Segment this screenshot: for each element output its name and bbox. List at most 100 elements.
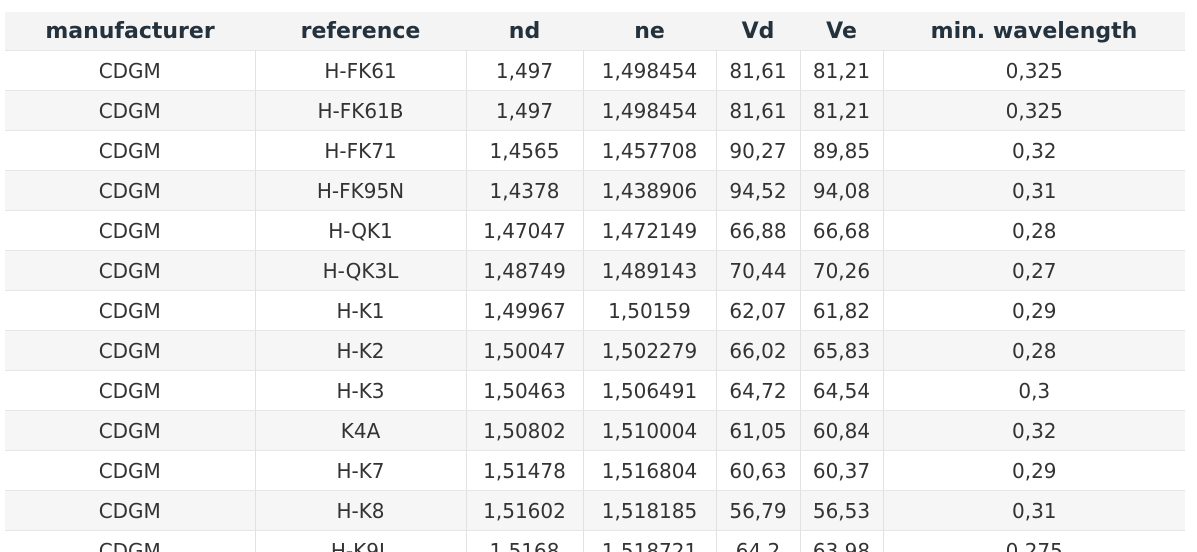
- table-cell: 1,498454: [582, 90, 716, 131]
- column-header: manufacturer: [5, 12, 255, 51]
- table-cell: 94,08: [799, 170, 883, 211]
- table-cell: 1,50463: [465, 370, 583, 411]
- table-cell: CDGM: [5, 90, 255, 131]
- table-cell: 81,61: [715, 50, 800, 91]
- table-cell: H-QK1: [254, 210, 466, 251]
- table-cell: 1,51602: [465, 490, 583, 531]
- table-cell: 1,498454: [582, 50, 716, 91]
- table-cell: 94,52: [715, 170, 800, 211]
- table-cell: H-K7: [254, 450, 466, 491]
- table-cell: 60,63: [715, 450, 800, 491]
- table-cell: H-FK61: [254, 50, 466, 91]
- table-cell: 56,79: [715, 490, 800, 531]
- table-cell: 0,325: [882, 90, 1185, 131]
- table-cell: 63,98: [799, 530, 883, 552]
- table-cell: 1,510004: [582, 410, 716, 451]
- table-cell: 1,48749: [465, 250, 583, 291]
- table-row: CDGM H-K1 1,49967 1,50159 62,07 61,82 0,29: [5, 290, 1185, 331]
- table-row: CDGM H-FK71 1,4565 1,457708 90,27 89,85 0,32: [5, 130, 1185, 171]
- table-row: CDGM H-K2 1,50047 1,502279 66,02 65,83 0,28: [5, 330, 1185, 371]
- table-cell: 1,518185: [582, 490, 716, 531]
- table-cell: 60,37: [799, 450, 883, 491]
- table-cell: 1,50802: [465, 410, 583, 451]
- table-cell: 64,2: [715, 530, 800, 552]
- table-cell: CDGM: [5, 410, 255, 451]
- column-header: ne: [583, 12, 716, 51]
- table-cell: 64,54: [799, 370, 883, 411]
- column-header: min. wavelength: [883, 12, 1185, 51]
- table-cell: H-K9L: [254, 530, 466, 552]
- table-cell: H-K2: [254, 330, 466, 371]
- column-header: reference: [255, 12, 466, 51]
- table-cell: CDGM: [5, 450, 255, 491]
- table-cell: K4A: [254, 410, 466, 451]
- table-cell: 61,82: [799, 290, 883, 331]
- table-cell: 0,32: [882, 410, 1185, 451]
- table-cell: CDGM: [5, 250, 255, 291]
- table-cell: 0,28: [882, 330, 1185, 371]
- table-cell: CDGM: [5, 290, 255, 331]
- table-cell: 1,502279: [582, 330, 716, 371]
- table-cell: 1,497: [465, 90, 583, 131]
- table-cell: H-FK71: [254, 130, 466, 171]
- table-row: CDGM H-FK95N 1,4378 1,438906 94,52 94,08 0,31: [5, 170, 1185, 211]
- table-row: CDGM H-K7 1,51478 1,516804 60,63 60,37 0,29: [5, 450, 1185, 491]
- table-cell: 81,61: [715, 90, 800, 131]
- table-cell: CDGM: [5, 210, 255, 251]
- table-cell: 1,457708: [582, 130, 716, 171]
- table-cell: 0,31: [882, 170, 1185, 211]
- data-table: manufacturer reference nd ne Vd Ve min. wavele…: [5, 12, 1185, 552]
- table-cell: 81,21: [799, 50, 883, 91]
- table-row: CDGM H-QK1 1,47047 1,472149 66,88 66,68 0,28: [5, 210, 1185, 251]
- table-cell: H-K1: [254, 290, 466, 331]
- table-cell: 70,44: [715, 250, 800, 291]
- table-cell: CDGM: [5, 370, 255, 411]
- table-cell: 66,02: [715, 330, 800, 371]
- table-cell: 89,85: [799, 130, 883, 171]
- table-body: CDGM H-FK61 1,497 1,498454 81,61 81,21 0,325 CD…: [5, 50, 1185, 552]
- table-cell: 66,68: [799, 210, 883, 251]
- table-cell: 1,5168: [465, 530, 583, 552]
- table-row: CDGM H-K3 1,50463 1,506491 64,72 64,54 0,3: [5, 370, 1185, 411]
- table-cell: 0,27: [882, 250, 1185, 291]
- table-cell: 1,4378: [465, 170, 583, 211]
- table-row: CDGM H-QK3L 1,48749 1,489143 70,44 70,26 0,27: [5, 250, 1185, 291]
- column-header: Vd: [716, 12, 800, 51]
- table-cell: 1,51478: [465, 450, 583, 491]
- table-cell: 0,325: [882, 50, 1185, 91]
- table-cell: 70,26: [799, 250, 883, 291]
- table-cell: 65,83: [799, 330, 883, 371]
- table-cell: CDGM: [5, 130, 255, 171]
- table-row: CDGM H-FK61 1,497 1,498454 81,61 81,21 0,325: [5, 50, 1185, 91]
- header-row: manufacturer reference nd ne Vd Ve min. wavele…: [5, 12, 1185, 51]
- table-cell: H-QK3L: [254, 250, 466, 291]
- table-cell: 1,4565: [465, 130, 583, 171]
- table-cell: 0,28: [882, 210, 1185, 251]
- table-cell: 1,47047: [465, 210, 583, 251]
- table-cell: CDGM: [5, 50, 255, 91]
- table-cell: CDGM: [5, 330, 255, 371]
- table-cell: 0,32: [882, 130, 1185, 171]
- table-row: CDGM H-K9L 1,5168 1,518721 64,2 63,98 0,275: [5, 530, 1185, 552]
- table-cell: CDGM: [5, 170, 255, 211]
- table-container: manufacturer reference nd ne Vd Ve min. wavele…: [5, 12, 1185, 552]
- table-cell: 0,29: [882, 290, 1185, 331]
- table-cell: 1,438906: [582, 170, 716, 211]
- table-cell: 0,31: [882, 490, 1185, 531]
- table-cell: 1,49967: [465, 290, 583, 331]
- table-cell: H-K3: [254, 370, 466, 411]
- table-row: CDGM H-FK61B 1,497 1,498454 81,61 81,21 0,325: [5, 90, 1185, 131]
- table-cell: 1,506491: [582, 370, 716, 411]
- table-cell: 1,518721: [582, 530, 716, 552]
- table-cell: 64,72: [715, 370, 800, 411]
- table-cell: 1,497: [465, 50, 583, 91]
- table-cell: 0,3: [882, 370, 1185, 411]
- column-header: nd: [466, 12, 583, 51]
- column-header: Ve: [800, 12, 883, 51]
- table-cell: 61,05: [715, 410, 800, 451]
- table-cell: 1,489143: [582, 250, 716, 291]
- table-cell: 90,27: [715, 130, 800, 171]
- table-cell: 1,472149: [582, 210, 716, 251]
- table-cell: 0,275: [882, 530, 1185, 552]
